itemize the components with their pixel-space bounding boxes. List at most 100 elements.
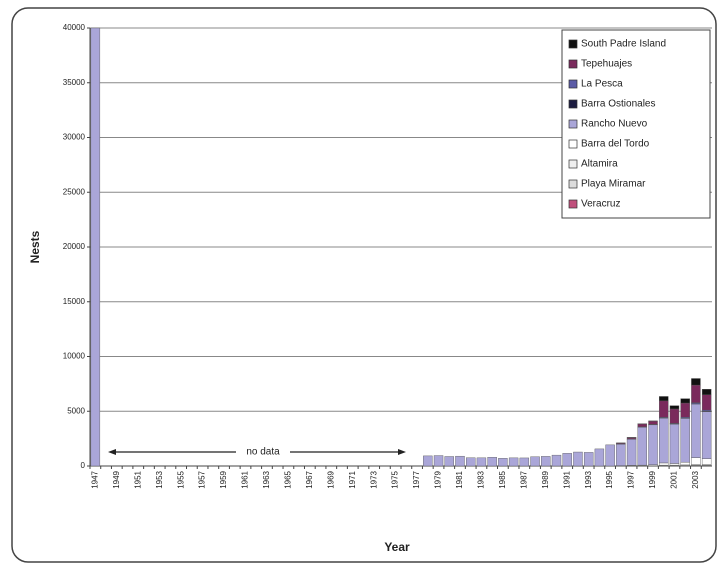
bar-segment <box>530 456 540 467</box>
bar-segment <box>701 411 712 459</box>
legend-label: Veracruz <box>581 199 620 210</box>
bar-segment <box>648 420 658 425</box>
legend-label: Barra Ostionales <box>581 99 655 110</box>
legend-label: La Pesca <box>581 79 623 90</box>
bar-segment <box>680 461 690 466</box>
y-tick-label: 35000 <box>63 78 86 87</box>
bar-segment <box>551 454 562 467</box>
legend-label: Playa Miramar <box>581 179 646 190</box>
bar-segment <box>637 423 647 427</box>
bar-segment <box>659 462 669 466</box>
x-tick-label: 1981 <box>455 470 464 488</box>
bar-segment <box>498 458 508 467</box>
legend-swatch <box>568 199 578 209</box>
legend-swatch <box>568 179 578 189</box>
legend-label: South Padre Island <box>581 39 666 50</box>
legend-swatch <box>568 119 578 129</box>
legend-swatch <box>568 39 578 49</box>
legend-swatch <box>568 159 578 169</box>
bar-segment <box>701 394 712 411</box>
bar-segment <box>680 398 690 404</box>
y-tick-label: 5000 <box>67 406 85 415</box>
legend-box <box>561 29 711 219</box>
bar-segment <box>701 458 712 465</box>
x-axis-title: Year <box>384 540 410 554</box>
bar-segment <box>455 455 465 467</box>
bar-segment <box>594 448 605 467</box>
x-tick-label: 1961 <box>241 470 250 488</box>
bar-segment <box>466 457 476 467</box>
bar-segment <box>433 455 444 467</box>
bar-segment <box>691 384 701 403</box>
x-tick-label: 1947 <box>90 470 99 488</box>
legend-swatch <box>568 79 578 89</box>
bar-segment <box>680 418 690 463</box>
bar-segment <box>680 402 690 418</box>
legend-label: Tepehuajes <box>581 59 632 70</box>
x-tick-label: 1959 <box>219 470 228 488</box>
y-tick-label: 25000 <box>63 187 86 196</box>
x-tick-label: 1999 <box>648 470 657 488</box>
bar-segment <box>659 396 669 402</box>
bar-segment <box>691 378 701 386</box>
bar-segment <box>541 456 551 467</box>
x-tick-label: 1997 <box>627 470 636 488</box>
legend-swatch <box>568 59 578 69</box>
x-tick-label: 1951 <box>133 470 142 488</box>
bar-segment <box>508 457 519 467</box>
bar-segment <box>605 444 615 467</box>
legend-label: Altamira <box>581 159 618 170</box>
bar-segment <box>616 443 626 466</box>
bar-segment <box>637 426 647 466</box>
x-tick-label: 1957 <box>198 470 207 488</box>
x-tick-label: 1971 <box>348 470 357 488</box>
legend: South Padre Island Tepehuajes La Pesca Barr… <box>561 29 711 219</box>
bar-segment <box>659 417 669 464</box>
annotation: no data <box>246 447 280 458</box>
bar-segment <box>487 457 497 467</box>
x-tick-label: 1977 <box>412 470 421 488</box>
x-tick-label: 1989 <box>541 470 550 488</box>
bar-segment <box>583 452 594 467</box>
bar-segment <box>659 400 669 418</box>
x-tick-label: 1987 <box>519 470 528 488</box>
legend-swatch <box>568 139 578 149</box>
bar-segment <box>519 457 530 467</box>
x-tick-label: 1993 <box>584 470 593 488</box>
y-tick-label: 0 <box>81 461 86 470</box>
bar-segment <box>669 423 680 464</box>
x-tick-label: 1965 <box>284 470 293 488</box>
bar-segment <box>573 451 583 467</box>
bar-segment <box>669 405 680 410</box>
x-tick-label: 1991 <box>562 470 571 488</box>
y-axis-title: Nests <box>28 230 42 263</box>
x-tick-label: 1995 <box>605 470 614 488</box>
bar-segment <box>648 424 658 465</box>
y-tick-label: 10000 <box>63 352 86 361</box>
bar-segment <box>691 403 701 458</box>
x-tick-label: 1963 <box>262 470 271 488</box>
x-tick-label: 1967 <box>305 470 314 488</box>
bar-segment <box>691 457 701 465</box>
bar-segment <box>669 463 680 466</box>
x-tick-label: 1955 <box>176 470 185 488</box>
bar-segment <box>444 456 454 467</box>
x-tick-label: 1975 <box>391 470 400 488</box>
bar-segment <box>423 455 433 467</box>
x-tick-label: 1949 <box>112 470 121 488</box>
y-tick-label: 20000 <box>63 242 86 251</box>
y-tick-label: 30000 <box>63 133 86 142</box>
y-tick-label: 15000 <box>63 297 86 306</box>
x-tick-label: 1973 <box>369 470 378 488</box>
x-tick-label: 1953 <box>155 470 164 488</box>
bar-segment <box>562 453 572 467</box>
bar-segment <box>90 27 101 467</box>
x-tick-label: 2001 <box>670 470 679 488</box>
x-tick-label: 1979 <box>434 470 443 488</box>
legend-label: Rancho Nuevo <box>581 119 648 130</box>
legend-label: Barra del Tordo <box>581 139 650 150</box>
bar-segment <box>701 389 712 395</box>
y-tick-label: 40000 <box>63 23 86 32</box>
x-tick-label: 1985 <box>498 470 507 488</box>
bar-segment <box>476 457 487 467</box>
